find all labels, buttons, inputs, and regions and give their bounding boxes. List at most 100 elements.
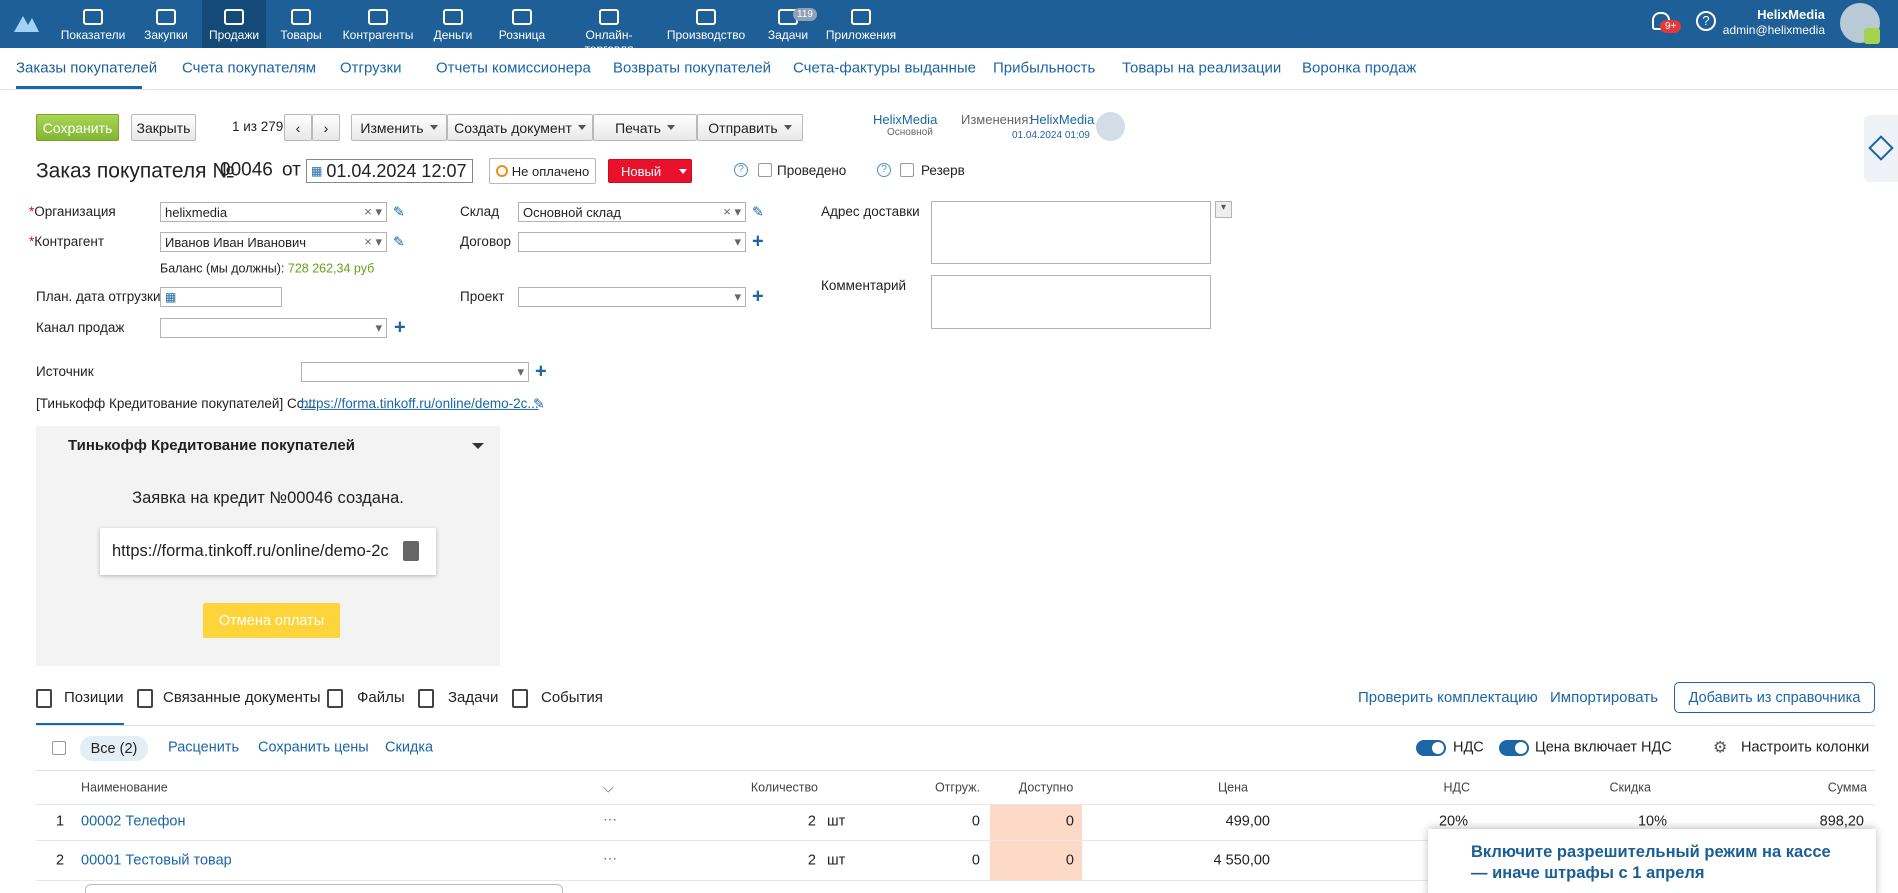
bottom-tab[interactable]: Связанные документы [163,689,321,706]
bottom-tab[interactable]: Файлы [357,689,405,706]
tab-icon[interactable] [137,689,153,708]
add-button[interactable]: Добавить из справочника [1674,682,1875,713]
tab[interactable]: Возвраты покупателей [613,59,772,77]
user-name[interactable]: HelixMedia [1757,7,1825,23]
columns-icon[interactable]: ⚙ [1713,739,1728,757]
status-button[interactable]: Новый [608,159,692,183]
add-icon[interactable]: + [394,316,406,339]
org-input[interactable]: helixmedia × ▾ [160,202,387,222]
help[interactable]: ? [734,163,748,177]
add-icon[interactable]: + [752,285,764,308]
warehouse-input[interactable]: Основной склад × ▾ [518,202,746,222]
logo[interactable] [12,10,40,36]
change-button[interactable]: Изменить [351,114,447,141]
save-prices[interactable]: Сохранить цены [258,739,369,756]
nav-item[interactable]: Приложения [821,0,901,48]
tab[interactable]: Счета-фактуры выданные [793,59,976,77]
nav-item[interactable]: Онлайн-торговля [569,0,649,56]
all-filter[interactable]: Все (2) [80,736,148,761]
nav-item[interactable]: Продажи [202,0,266,48]
tab-icon[interactable] [418,689,434,708]
posted-checkbox[interactable] [758,163,772,177]
edit-icon[interactable]: ✎ [752,203,764,220]
tab[interactable]: Заказы покупателей [16,59,158,77]
save-button[interactable]: Сохранить [36,114,119,141]
edit-icon[interactable]: ✎ [393,203,405,220]
column-header[interactable]: Отгруж. [934,780,980,795]
prev-button[interactable]: ‹ [284,114,312,141]
source-input[interactable]: ▾ [301,362,529,382]
vat-toggle[interactable] [1416,740,1446,756]
contr-input[interactable]: Иванов Иван Иванович × ▾ [160,232,387,252]
nav-item[interactable]: Товары [261,0,341,48]
tab[interactable]: Отчеты комиссионера [436,59,591,77]
print-button[interactable]: Печать [593,114,697,141]
column-header[interactable]: Цена [1217,780,1248,795]
discount[interactable]: Скидка [385,739,434,756]
address-dropdown[interactable]: ▾ [1215,201,1232,218]
item-link[interactable]: 00002 Телефон [81,813,186,830]
tab-icon[interactable] [512,689,528,708]
item-link[interactable]: 00001 Тестовый товар [81,852,232,869]
channel-input[interactable]: ▾ [160,318,387,338]
send-button[interactable]: Отправить [697,114,803,141]
add-icon[interactable]: + [752,230,764,253]
column-header[interactable]: НДС [1443,780,1470,795]
tinkoff-link[interactable]: https://forma.tinkoff.ru/online/demo-2c.… [301,395,539,411]
tab[interactable]: Счета покупателям [182,59,317,77]
tab-icon[interactable] [36,689,52,708]
next-button[interactable]: › [312,114,340,141]
tab[interactable]: Воронка продаж [1302,59,1417,77]
copy-icon[interactable] [403,541,419,561]
side-widget[interactable] [1864,115,1898,182]
tab[interactable]: Прибыльность [993,59,1096,77]
project-input[interactable]: ▾ [518,287,746,307]
doc-number[interactable]: 00046 [220,159,273,181]
reprice[interactable]: Расценить [168,739,240,756]
column-header[interactable]: Количество [750,780,818,795]
edit-icon[interactable]: ✎ [393,233,405,250]
promo-popup[interactable]: Включите разрешительный режим на кассе —… [1428,829,1876,893]
create-button[interactable]: Создать документ [447,114,593,141]
nav-item[interactable]: Производство [666,0,746,48]
price-vat-toggle[interactable] [1499,740,1529,756]
row-menu[interactable]: ··· [603,810,617,827]
add-row-input[interactable] [85,884,563,893]
import-link[interactable]: Импортировать [1550,689,1659,706]
column-header[interactable]: Сумма [1827,780,1867,795]
ship-input[interactable]: ▦ [160,287,282,307]
bottom-tab[interactable]: Позиции [64,689,124,706]
tab[interactable]: Товары на реализации [1122,59,1282,77]
nav-item[interactable]: Деньги [413,0,493,48]
bottom-tab[interactable]: События [541,689,603,706]
reserve-checkbox[interactable] [900,163,914,177]
panel-url[interactable]: https://forma.tinkoff.ru/online/demo-2c [112,542,389,561]
column-header[interactable]: Наименование [81,780,168,795]
tab-icon[interactable] [327,689,343,708]
column-sort[interactable]: ⌵ [603,779,614,796]
help[interactable]: ? [877,163,891,177]
select-all[interactable] [52,741,66,755]
nav-item[interactable]: Закупки [126,0,206,48]
check-link[interactable]: Проверить комплектацию [1358,689,1538,706]
row-menu[interactable]: ··· [603,849,617,866]
column-header[interactable]: Доступно [1018,780,1074,795]
cancel-payment[interactable]: Отмена оплаты [203,603,340,638]
owner[interactable]: HelixMedia [873,112,938,128]
address-input[interactable] [931,201,1211,264]
tab[interactable]: Отгрузки [340,59,402,77]
nav-item[interactable]: Задачи [748,0,828,48]
panel-toggle[interactable] [472,443,484,449]
columns-label[interactable]: Настроить колонки [1741,739,1870,756]
comment-input[interactable] [931,275,1211,329]
help[interactable]: ? [1696,11,1716,31]
nav-item[interactable]: Показатели [53,0,133,48]
user-email[interactable]: admin@helixmedia [1722,22,1825,37]
changes-user[interactable]: HelixMedia [1030,112,1095,128]
close-button[interactable]: Закрыть [131,114,196,141]
nav-item[interactable]: Контрагенты [338,0,418,48]
bottom-tab[interactable]: Задачи [448,689,499,706]
add-icon[interactable]: + [535,360,547,383]
edit-icon[interactable]: ✎ [533,395,545,412]
contract-input[interactable]: ▾ [518,232,746,252]
